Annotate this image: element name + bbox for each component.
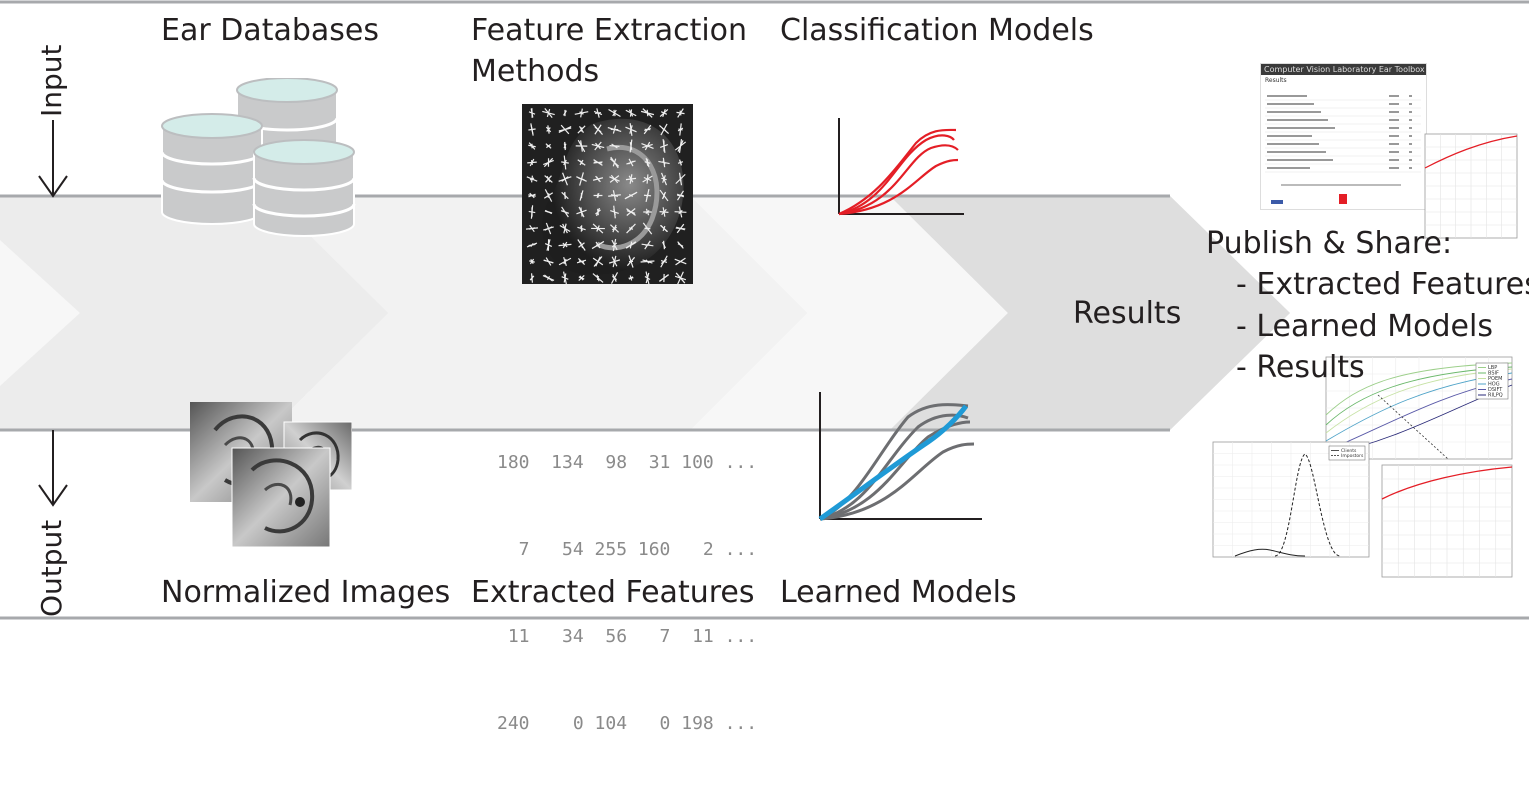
toolbox-subtitle: Results: [1261, 75, 1426, 86]
toolbox-banner: Computer Vision Laboratory Ear Toolbox: [1261, 64, 1426, 75]
learned-model-curves: [818, 392, 984, 522]
feature-row: 240 0 104 0 198 ...: [497, 709, 757, 738]
classification-models-title: Classification Models: [780, 10, 1094, 51]
feature-extraction-ear-image: [522, 104, 693, 284]
publish-item-results: - Results: [1236, 347, 1365, 388]
output-arrow-icon: [39, 430, 67, 505]
feature-extraction-title-line2: Methods: [471, 51, 599, 92]
output-label: Output: [37, 520, 67, 617]
toolbox-table: [1261, 86, 1426, 206]
distribution-legend-item: Impostors: [1341, 453, 1364, 459]
toolbox-webpage-thumbnail: Computer Vision Laboratory Ear Toolbox R…: [1260, 63, 1427, 210]
publish-item-extracted-features: - Extracted Features: [1236, 264, 1529, 305]
blue-model-curve: [820, 406, 966, 519]
feature-row: 180 134 98 31 100 ...: [497, 448, 757, 477]
normalized-ear-images: [190, 400, 352, 547]
ear-toolbox-pipeline-diagram: Input Output Ear Databases Feature Extra…: [0, 0, 1529, 620]
learned-models-title: Learned Models: [780, 572, 1017, 613]
extracted-features-matrix: 180 134 98 31 100 ... 7 54 255 160 2 ...…: [497, 390, 757, 796]
normalized-images-title: Normalized Images: [161, 572, 450, 613]
red-model-curves: [839, 130, 958, 214]
ear-databases-title: Ear Databases: [161, 10, 379, 51]
roc-legend-item: RILPQ: [1488, 393, 1503, 399]
ear-photo-3: [232, 448, 330, 547]
feature-extraction-title-line1: Feature Extraction: [471, 10, 747, 51]
feature-row: 7 54 255 160 2 ...: [497, 535, 757, 564]
results-label: Results: [1073, 293, 1181, 334]
input-label: Input: [37, 44, 67, 117]
feature-row: 11 34 56 7 11 ...: [497, 622, 757, 651]
classification-model-curves: [836, 118, 966, 218]
input-arrow-icon: [39, 120, 67, 196]
publish-share-title: Publish & Share:: [1206, 223, 1452, 264]
publish-item-learned-models: - Learned Models: [1236, 306, 1493, 347]
roc-thumbnail-bottom: [1378, 463, 1516, 585]
database-icon: [160, 78, 360, 238]
